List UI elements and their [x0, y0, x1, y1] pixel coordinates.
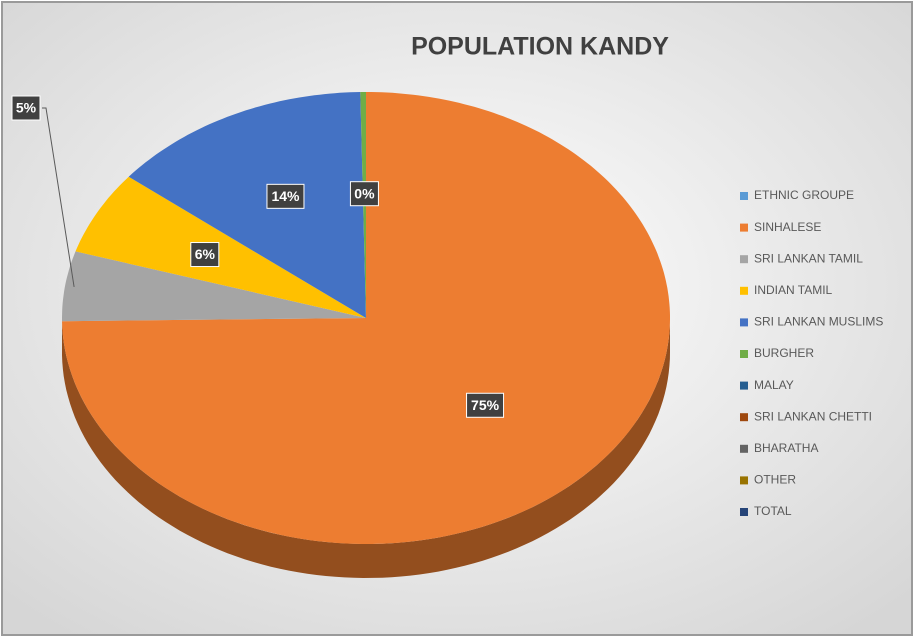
legend-label: BURGHER [754, 346, 814, 360]
legend-label: OTHER [754, 473, 796, 487]
legend-swatch [740, 508, 748, 516]
legend-swatch [740, 192, 748, 200]
legend-swatch [740, 444, 748, 453]
legend-swatch [740, 255, 748, 264]
legend-label: TOTAL [754, 504, 792, 518]
data-label-box [11, 95, 41, 121]
data-label: 5% [16, 100, 37, 116]
legend-swatch [740, 223, 748, 232]
legend-swatch [740, 476, 748, 485]
data-label-box [190, 242, 220, 268]
legend-label: MALAY [754, 378, 794, 392]
legend-label: SRI LANKAN TAMIL [754, 251, 863, 265]
data-label: 0% [354, 185, 375, 201]
chart-title: POPULATION KANDY [411, 33, 669, 61]
legend-swatch [740, 286, 748, 295]
data-labels: 75% 5% 6% 14% 0% [11, 95, 505, 418]
data-label: 14% [271, 188, 300, 204]
slice [75, 176, 366, 318]
legend-swatch [740, 413, 748, 422]
slice [62, 251, 366, 322]
data-label-box [466, 392, 505, 418]
legend-swatch [740, 318, 748, 327]
legend-label: INDIAN TAMIL [754, 283, 833, 297]
legend-label: SRI LANKAN CHETTI [754, 409, 872, 423]
legend-label: SINHALESE [754, 220, 821, 234]
legend-label: ETHNIC GROUPE [754, 188, 854, 202]
leader-line [42, 107, 75, 287]
legend-label: BHARATHA [754, 441, 818, 455]
legend-swatch [740, 381, 748, 390]
legend-swatch [740, 350, 748, 358]
legend: ETHNIC GROUPE SINHALESE SRI LANKAN TAMIL IN… [740, 188, 883, 518]
data-label-box [266, 183, 305, 209]
data-label: 6% [195, 246, 216, 262]
data-label-box [349, 181, 379, 207]
legend-label: SRI LANKAN MUSLIMS [754, 315, 883, 329]
slice [128, 92, 366, 318]
pie-tops [62, 92, 670, 544]
data-label: 75% [471, 397, 500, 413]
